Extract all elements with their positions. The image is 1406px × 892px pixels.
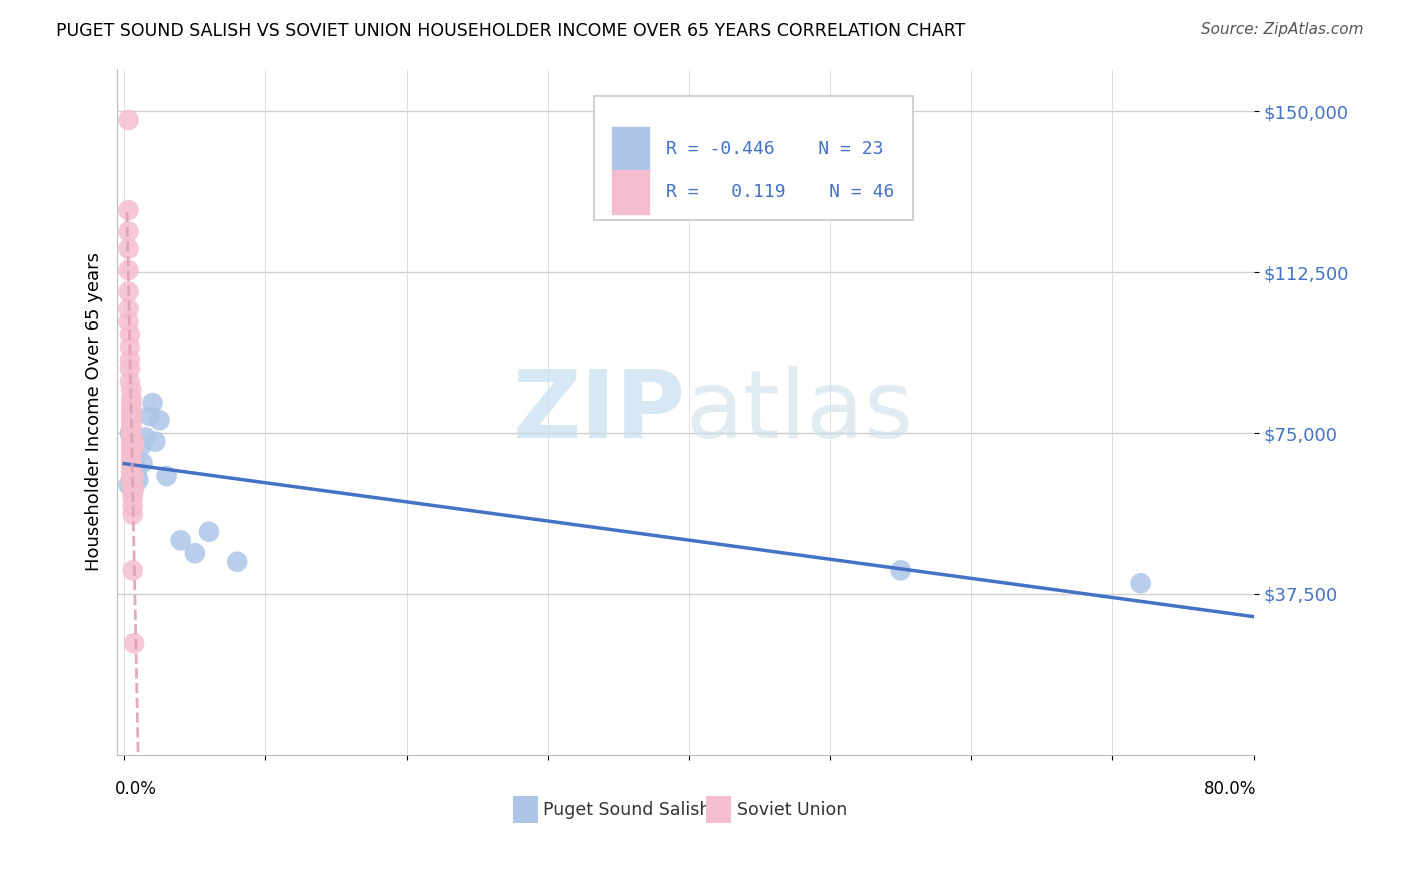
Point — [120, 456, 142, 470]
Point — [143, 434, 166, 449]
Point — [120, 469, 142, 483]
Point — [117, 113, 139, 128]
FancyBboxPatch shape — [612, 169, 650, 214]
Text: atlas: atlas — [685, 366, 914, 458]
Point — [117, 301, 139, 316]
Point — [120, 396, 142, 410]
Point — [118, 361, 141, 376]
Point — [117, 315, 139, 329]
Point — [118, 353, 141, 368]
Point — [120, 417, 142, 432]
Text: PUGET SOUND SALISH VS SOVIET UNION HOUSEHOLDER INCOME OVER 65 YEARS CORRELATION : PUGET SOUND SALISH VS SOVIET UNION HOUSE… — [56, 22, 966, 40]
Bar — [706, 796, 731, 823]
Point — [117, 263, 139, 277]
Point — [120, 448, 142, 462]
Point — [122, 469, 145, 483]
Point — [122, 636, 145, 650]
Point — [890, 563, 912, 577]
Point — [120, 430, 142, 444]
Point — [121, 482, 143, 496]
Point — [118, 426, 141, 441]
Point — [120, 413, 142, 427]
Point — [127, 473, 149, 487]
Point — [120, 460, 142, 475]
Point — [131, 456, 153, 470]
Point — [120, 469, 142, 483]
FancyBboxPatch shape — [595, 96, 912, 219]
Point — [1129, 576, 1152, 591]
Point — [122, 434, 145, 449]
Point — [134, 430, 156, 444]
Point — [120, 405, 142, 419]
Point — [121, 486, 143, 500]
Text: Puget Sound Salish: Puget Sound Salish — [543, 801, 710, 819]
Point — [120, 383, 142, 397]
Text: 80.0%: 80.0% — [1204, 780, 1257, 797]
Point — [117, 202, 139, 217]
Point — [129, 439, 152, 453]
Point — [121, 508, 143, 522]
Point — [148, 413, 170, 427]
Point — [120, 392, 142, 406]
Point — [117, 285, 139, 299]
FancyBboxPatch shape — [612, 127, 650, 171]
Y-axis label: Householder Income Over 65 years: Householder Income Over 65 years — [86, 252, 103, 571]
Point — [121, 477, 143, 491]
Bar — [513, 796, 537, 823]
Point — [121, 563, 143, 577]
Point — [120, 426, 142, 441]
Point — [155, 469, 177, 483]
Point — [122, 482, 145, 496]
Text: R =   0.119    N = 46: R = 0.119 N = 46 — [666, 183, 894, 201]
Text: ZIP: ZIP — [513, 366, 685, 458]
Point — [121, 439, 143, 453]
Point — [121, 499, 143, 513]
Point — [117, 477, 139, 491]
Text: Source: ZipAtlas.com: Source: ZipAtlas.com — [1201, 22, 1364, 37]
Point — [120, 422, 142, 436]
Point — [118, 375, 141, 389]
Point — [124, 460, 146, 475]
Point — [118, 340, 141, 354]
Point — [120, 443, 142, 458]
Point — [120, 439, 142, 453]
Point — [122, 448, 145, 462]
Point — [120, 473, 142, 487]
Point — [138, 409, 160, 423]
Point — [120, 409, 142, 423]
Point — [120, 465, 142, 479]
Point — [121, 491, 143, 505]
Point — [120, 401, 142, 415]
Point — [198, 524, 221, 539]
Text: 0.0%: 0.0% — [114, 780, 156, 797]
Point — [122, 439, 145, 453]
Text: R = -0.446    N = 23: R = -0.446 N = 23 — [666, 140, 883, 158]
Point — [170, 533, 193, 548]
Point — [117, 242, 139, 256]
Point — [226, 555, 249, 569]
Point — [120, 434, 142, 449]
Point — [120, 451, 142, 466]
Point — [118, 327, 141, 342]
Point — [120, 422, 142, 436]
Point — [141, 396, 163, 410]
Point — [125, 469, 148, 483]
Text: Soviet Union: Soviet Union — [737, 801, 846, 819]
Point — [184, 546, 207, 560]
Point — [117, 225, 139, 239]
